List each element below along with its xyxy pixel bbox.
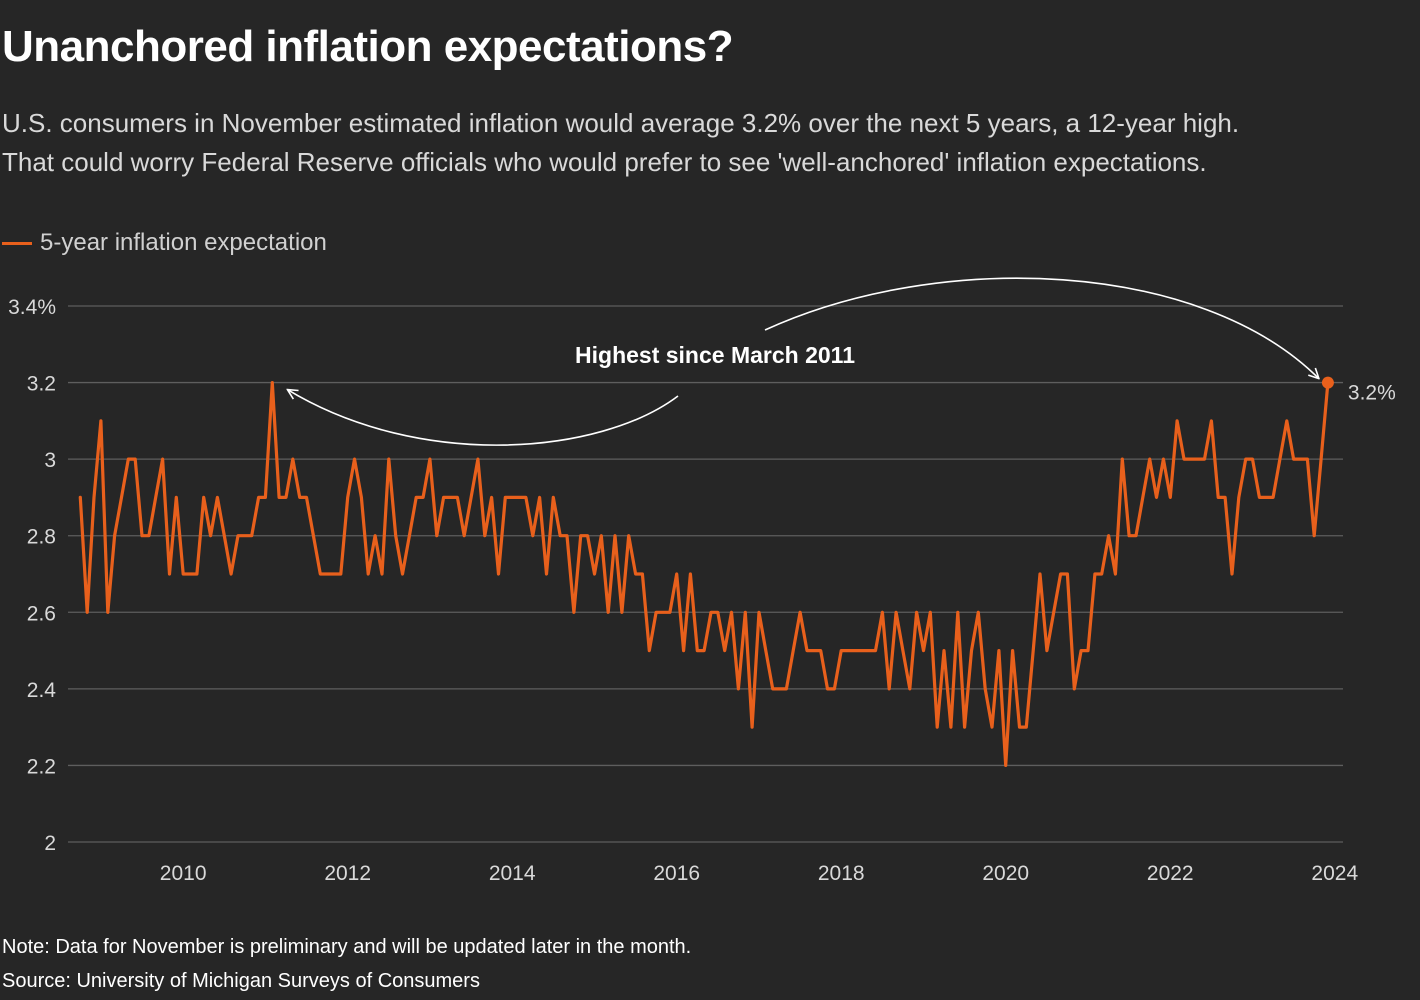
arrow-to-march-2011-peak bbox=[287, 390, 679, 446]
y-tick-label: 3.2 bbox=[27, 373, 56, 396]
source-line: Source: University of Michigan Surveys o… bbox=[2, 970, 480, 992]
subtitle-line-2: That could worry Federal Reserve officia… bbox=[2, 147, 1207, 177]
y-tick-label: 2.6 bbox=[27, 602, 56, 625]
line-chart: 2 2.2 2.4 2.6 2.8 3 3.2 3.4% 2010 2012 2014 2016 201… bbox=[8, 277, 1396, 885]
x-tick-label: 2018 bbox=[818, 862, 865, 885]
x-tick-label: 2012 bbox=[324, 862, 371, 885]
chart-title: Unanchored inflation expectations? bbox=[2, 22, 734, 71]
y-tick-label: 2 bbox=[44, 832, 56, 855]
x-tick-label: 2010 bbox=[160, 862, 207, 885]
footer-notes: Note: Data for November is preliminary a… bbox=[2, 930, 691, 998]
x-tick-label: 2014 bbox=[489, 862, 536, 885]
legend: 5-year inflation expectation bbox=[2, 226, 327, 260]
x-tick-label: 2020 bbox=[982, 862, 1029, 885]
subtitle-line-1: U.S. consumers in November estimated inf… bbox=[2, 108, 1240, 138]
axis-layer: 2 2.2 2.4 2.6 2.8 3 3.2 3.4% 2010 2012 2014 2016 201… bbox=[8, 296, 1358, 885]
arrow-to-latest-value bbox=[764, 277, 1319, 378]
annotation-layer: Highest since March 2011 3.2% bbox=[575, 342, 1396, 405]
x-tick-label: 2022 bbox=[1147, 862, 1194, 885]
y-tick-label: 3.4% bbox=[8, 296, 56, 319]
chart-subtitle: U.S. consumers in November estimated inf… bbox=[2, 104, 1412, 182]
annotation-arrows bbox=[287, 277, 1319, 446]
y-tick-label: 2.8 bbox=[27, 526, 56, 549]
legend-label: 5-year inflation expectation bbox=[40, 229, 327, 256]
grid-layer bbox=[68, 305, 1343, 843]
footnote: Note: Data for November is preliminary a… bbox=[2, 936, 692, 958]
x-tick-label: 2024 bbox=[1311, 862, 1358, 885]
y-tick-label: 2.4 bbox=[27, 679, 57, 702]
series-line-5-year-inflation-expectation bbox=[78, 380, 1330, 767]
y-tick-label: 2.2 bbox=[27, 755, 56, 778]
annotation-latest-value: 3.2% bbox=[1348, 382, 1396, 405]
x-tick-label: 2016 bbox=[653, 862, 700, 885]
y-tick-label: 3 bbox=[44, 449, 56, 472]
latest-data-point bbox=[1321, 376, 1334, 389]
legend-swatch bbox=[2, 241, 32, 245]
series-layer bbox=[78, 376, 1334, 767]
annotation-peak-label: Highest since March 2011 bbox=[575, 342, 855, 368]
